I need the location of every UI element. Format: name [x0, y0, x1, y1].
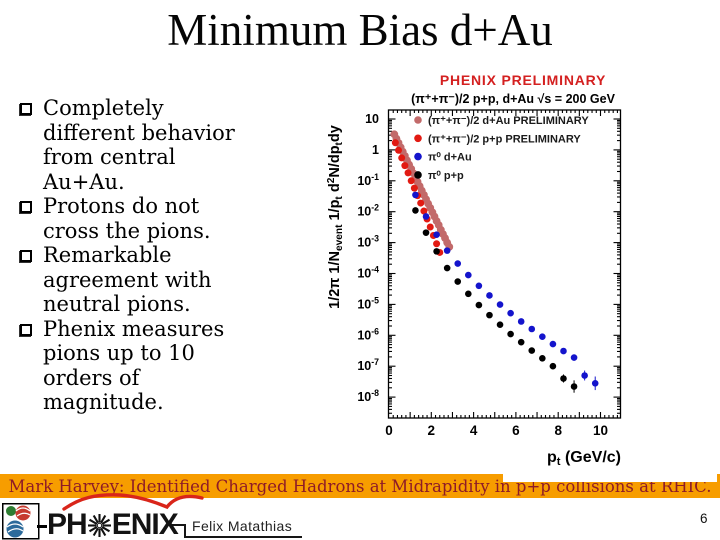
x-tick-label: 10 [593, 423, 608, 438]
y-tick-label: 10-2 [357, 203, 379, 219]
bullet-text: Protons do not cross the pions. [43, 194, 211, 243]
callout-line-v [184, 524, 186, 538]
y-tick-label: 10-4 [357, 265, 379, 281]
svg-text:1/2π 1/Nevent 1/pt d2N/dptdy: 1/2π 1/Nevent 1/pt d2N/dptdy [326, 125, 345, 309]
y-tick-label: 10 [365, 112, 379, 126]
x-axis-title: pt (GeV/c) [547, 449, 621, 468]
phenix-logo: PH ENIX [47, 508, 179, 540]
plot-canvas [503, 442, 717, 482]
chart-title: PHENIX PRELIMINARY [440, 72, 606, 88]
legend-marker [414, 116, 422, 124]
series-pp_pi0 [412, 207, 578, 393]
square-bullet-icon [20, 201, 32, 213]
y-tick-label: 10-5 [357, 295, 379, 311]
bullet-text: Completely different behavior from centr… [43, 96, 235, 194]
y-tick-label: 10-7 [357, 357, 379, 373]
y-tick-label: 10-3 [357, 234, 379, 250]
y-tick-label: 10-8 [357, 388, 379, 404]
callout-underline [184, 536, 302, 538]
bullet-text: Remarkable agreement with neutral pions. [43, 243, 212, 316]
square-bullet-icon [20, 323, 32, 336]
bullet-item: Completely different behavior from centr… [18, 96, 320, 194]
bullet-text: Phenix measures pions up to 10 orders of… [43, 316, 225, 415]
x-tick-label: 0 [385, 423, 393, 438]
y-tick-label: 1 [372, 143, 379, 157]
legend-label: π⁰ d+Au [428, 152, 472, 164]
x-tick-label: 6 [512, 423, 520, 438]
legend-label: (π⁺+π⁻)/2 d+Au PRELIMINARY [428, 115, 589, 127]
y-tick-label: 10-1 [357, 172, 379, 188]
phenix-plot: 0 2 4 6 8 10 10 1 10-1 10-2 10-3 10-4 10-5 10-6 10-7 10… [326, 72, 717, 482]
starburst-icon [87, 513, 111, 537]
axis-ticks [388, 110, 621, 418]
plot-frame [387, 109, 622, 419]
bullet-item: Remarkable agreement with neutral pions. [18, 243, 320, 317]
y-axis-title: 1/2π 1/Nevent 1/pt d2N/dptdy [326, 125, 345, 309]
legend-label: π⁰ p+p [428, 170, 464, 182]
logo-connector-line [37, 525, 47, 528]
phenix-logo-spheres-icon [2, 503, 40, 540]
legend-marker [414, 171, 422, 179]
chart-subtitle: (π⁺+π⁻)/2 p+p, d+Au √s = 200 GeV [411, 92, 616, 106]
x-tick-label: 4 [470, 423, 478, 438]
logo-text-ph: PH [47, 508, 88, 540]
page-number: 6 [700, 511, 708, 526]
square-bullet-icon [20, 103, 32, 115]
legend-marker [414, 134, 422, 143]
page-title: Minimum Bias d+Au [167, 5, 553, 55]
author-name: Felix Matathias [192, 518, 293, 534]
bullet-list: Completely different behavior from centr… [18, 96, 320, 415]
bullet-item: Phenix measures pions up to 10 orders of… [18, 317, 320, 415]
phoenix-swoosh-icon [62, 493, 204, 511]
series-dau_pi0 [412, 191, 599, 391]
x-tick-label: 2 [428, 423, 436, 438]
legend-marker [414, 152, 422, 161]
legend-label: (π⁺+π⁻)/2 p+p PRELIMINARY [428, 133, 581, 145]
x-tick-label: 8 [554, 423, 562, 438]
square-bullet-icon [20, 250, 32, 262]
bullet-item: Protons do not cross the pions. [18, 194, 320, 243]
y-tick-label: 10-6 [357, 326, 379, 342]
callout-line-h [170, 524, 186, 526]
logo-text-enix: ENIX [111, 508, 179, 540]
